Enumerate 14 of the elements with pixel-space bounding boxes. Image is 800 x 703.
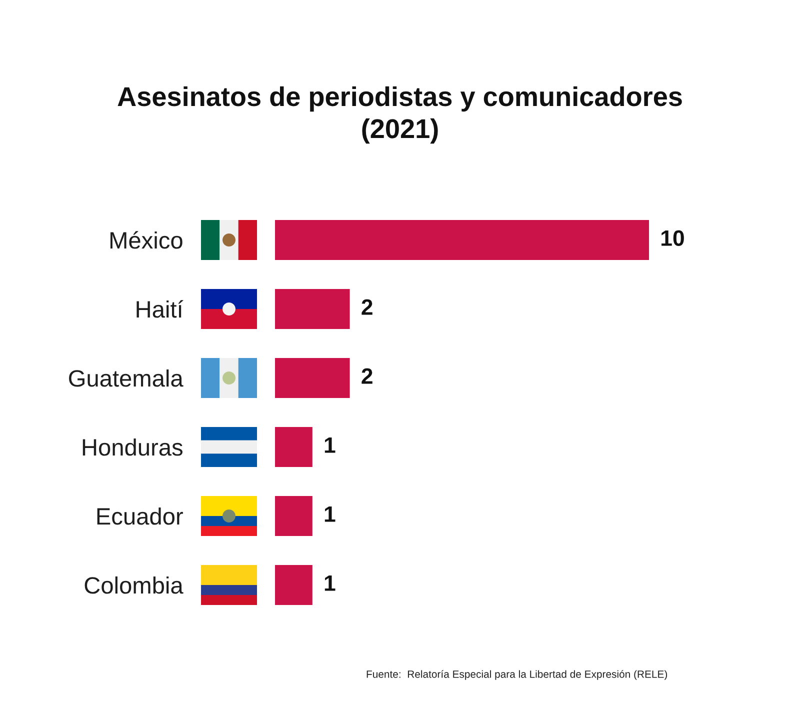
y-tick-label: Colombia [84,576,184,594]
y-tick-label: Guatemala [69,369,184,387]
data-label: 1 [324,506,336,522]
y-tick-label: Ecuador [97,507,183,525]
data-label: 1 [324,575,336,591]
y-tick-label: México [110,231,182,249]
source-note: Fuente: Relatoría Especial para la Libertad de Expresión (RELE) [366,670,668,680]
data-label: 2 [362,368,372,384]
y-tick-label: Honduras [82,438,182,456]
data-label: 2 [362,299,372,315]
data-label: 10 [662,230,684,246]
data-label: 1 [324,437,336,453]
chart-title: Asesinatos de periodistas y comunicadores (2021) [118,86,682,144]
y-tick-label: Haití [136,300,184,318]
